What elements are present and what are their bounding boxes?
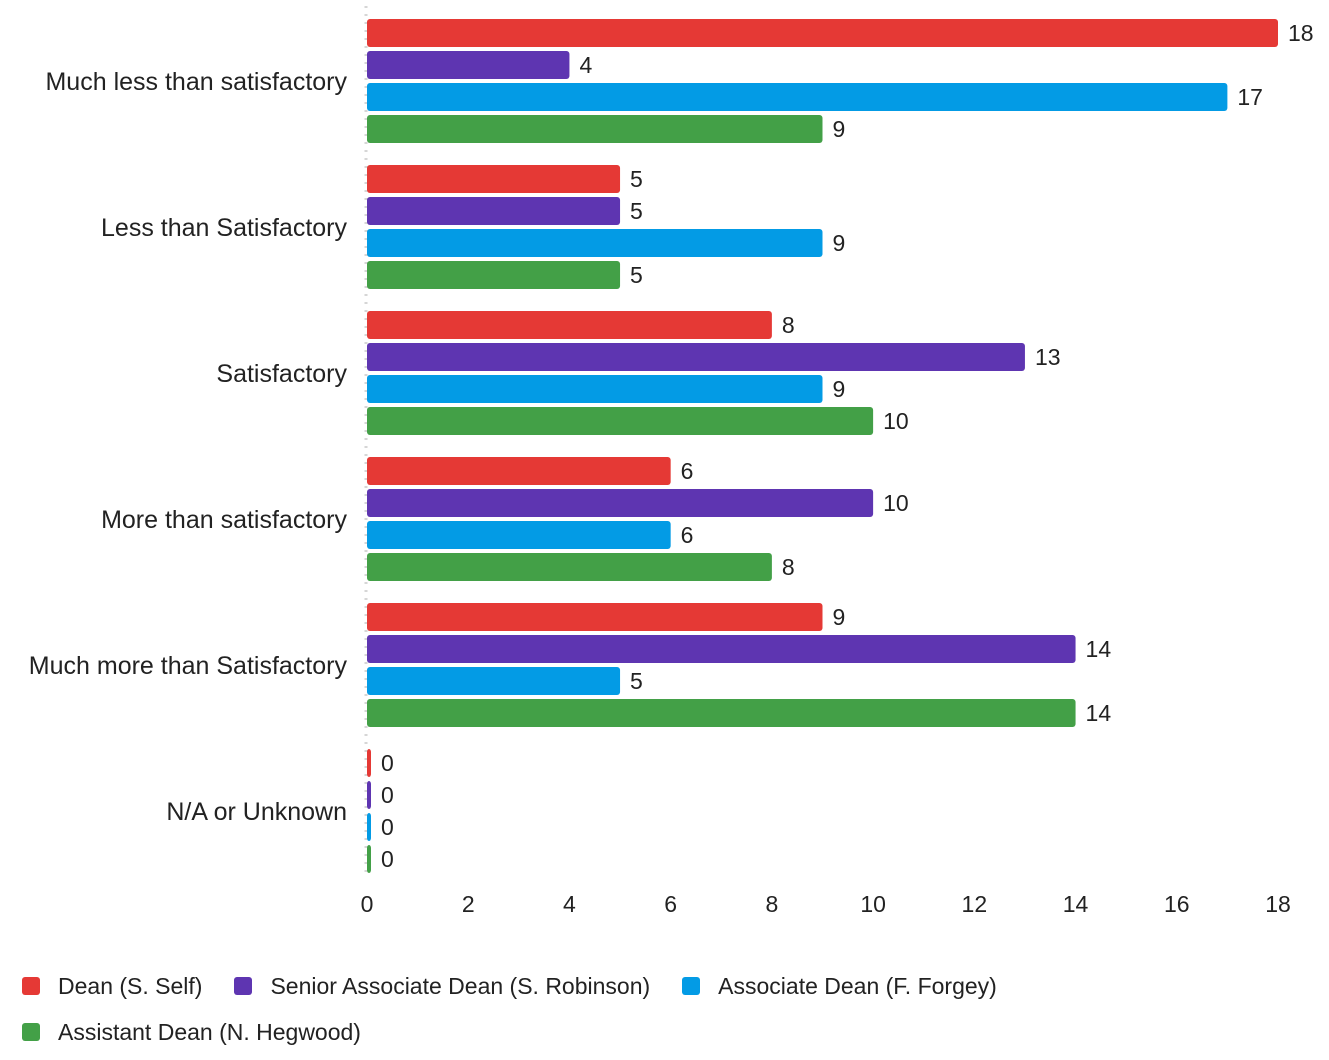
data-label: 9 — [833, 116, 846, 142]
bar — [367, 553, 772, 581]
bar — [367, 781, 371, 809]
data-label: 0 — [381, 750, 394, 776]
bars-layer — [367, 19, 1278, 873]
legend-item[interactable]: Senior Associate Dean (S. Robinson) — [234, 973, 650, 1000]
data-label: 8 — [782, 554, 795, 580]
bar — [367, 115, 823, 143]
bar — [367, 699, 1076, 727]
legend-item[interactable]: Assistant Dean (N. Hegwood) — [22, 1019, 361, 1046]
bar — [367, 197, 621, 225]
bar — [367, 407, 874, 435]
data-label: 5 — [630, 668, 643, 694]
legend-swatch — [234, 977, 253, 995]
data-label: 6 — [681, 522, 694, 548]
category-label: More than satisfactory — [101, 506, 347, 534]
legend-label: Dean (S. Self) — [58, 972, 203, 999]
x-tick-label: 18 — [1265, 891, 1291, 917]
bar — [367, 489, 874, 517]
bar — [367, 521, 671, 549]
data-label: 4 — [579, 52, 592, 78]
legend: Dean (S. Self) Senior Associate Dean (S. … — [22, 968, 1312, 1060]
legend-label: Associate Dean (F. Forgey) — [718, 972, 997, 999]
legend-item[interactable]: Associate Dean (F. Forgey) — [682, 973, 997, 1000]
legend-row: Assistant Dean (N. Hegwood) — [22, 1014, 1312, 1050]
x-tick-label: 14 — [1063, 891, 1089, 917]
bar — [367, 261, 621, 289]
axis-layer: 0 2 4 6 8 10 12 14 16 18 — [361, 6, 1291, 917]
data-label: 14 — [1086, 636, 1112, 662]
data-label: 5 — [630, 166, 643, 192]
data-label: 0 — [381, 782, 394, 808]
bar — [367, 165, 621, 193]
x-tick-label: 0 — [361, 891, 374, 917]
x-tick-label: 8 — [765, 891, 778, 917]
category-label: Satisfactory — [216, 360, 347, 388]
legend-label: Senior Associate Dean (S. Robinson) — [270, 972, 651, 999]
category-label: Much more than Satisfactory — [29, 652, 348, 680]
data-label: 0 — [381, 846, 394, 872]
data-label: 10 — [883, 408, 909, 434]
x-tick-label: 4 — [563, 891, 576, 917]
bar — [367, 375, 823, 403]
bar — [367, 845, 371, 873]
legend-swatch — [22, 977, 40, 995]
labels-layer: Much less than satisfactory 18 4 17 9 Less th… — [29, 20, 1314, 872]
data-label: 9 — [833, 376, 846, 402]
data-label: 5 — [630, 262, 643, 288]
bar — [367, 813, 371, 841]
x-tick-label: 6 — [664, 891, 677, 917]
data-label: 14 — [1086, 700, 1112, 726]
bar — [367, 83, 1228, 111]
bar — [367, 457, 671, 485]
data-label: 8 — [782, 312, 795, 338]
bar — [367, 51, 570, 79]
x-tick-label: 2 — [462, 891, 475, 917]
bar-chart: 0 2 4 6 8 10 12 14 16 18 Much less than satisfact… — [29, 6, 1314, 917]
bar — [367, 603, 823, 631]
data-label: 18 — [1288, 20, 1314, 46]
data-label: 13 — [1035, 344, 1061, 370]
data-label: 5 — [630, 198, 643, 224]
data-label: 0 — [381, 814, 394, 840]
x-tick-label: 12 — [962, 891, 988, 917]
category-label: Much less than satisfactory — [45, 68, 347, 96]
data-label: 9 — [833, 230, 846, 256]
data-label: 10 — [883, 490, 909, 516]
bar — [367, 19, 1278, 47]
bar — [367, 229, 823, 257]
category-label: Less than Satisfactory — [101, 214, 347, 242]
data-label: 9 — [833, 604, 846, 630]
x-tick-label: 16 — [1164, 891, 1190, 917]
category-label: N/A or Unknown — [166, 798, 347, 826]
data-label: 6 — [681, 458, 694, 484]
legend-swatch — [682, 977, 701, 995]
data-label: 17 — [1237, 84, 1263, 110]
legend-item[interactable]: Dean (S. Self) — [22, 973, 202, 1000]
x-tick-label: 10 — [860, 891, 886, 917]
bar — [367, 311, 772, 339]
legend-swatch — [22, 1023, 40, 1041]
bar — [367, 635, 1076, 663]
bar — [367, 343, 1025, 371]
bar — [367, 667, 621, 695]
legend-row: Dean (S. Self) Senior Associate Dean (S. … — [22, 968, 1312, 1004]
legend-label: Assistant Dean (N. Hegwood) — [58, 1018, 361, 1045]
bar — [367, 749, 371, 777]
